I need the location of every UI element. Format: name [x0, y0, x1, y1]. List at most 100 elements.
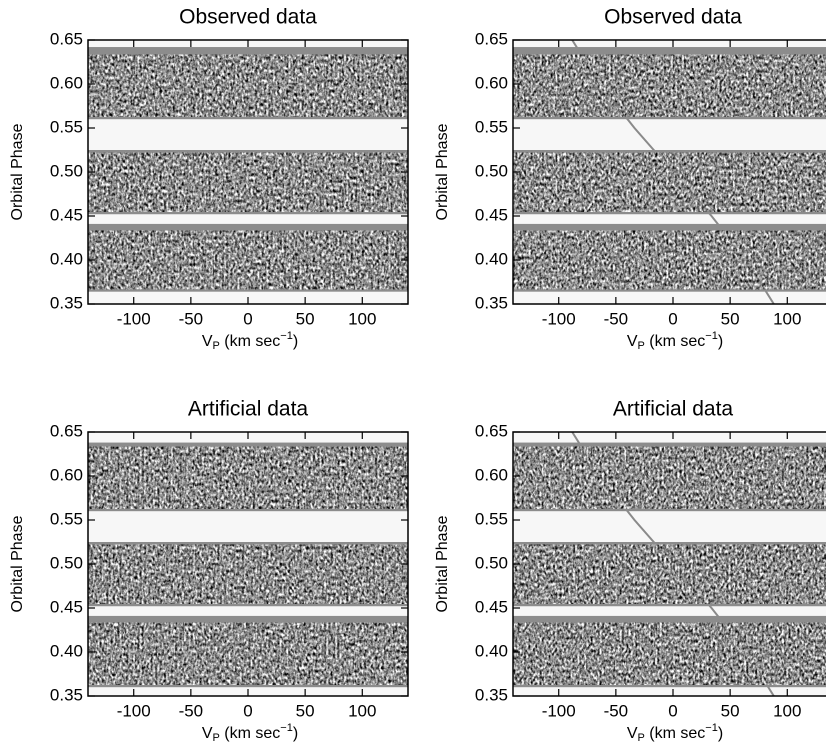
y-tick-label: 0.65	[50, 421, 83, 440]
x-axis-label-part: V	[202, 725, 213, 742]
x-tick-label: -100	[117, 701, 151, 720]
x-axis-label-part: )	[293, 333, 298, 350]
spectrum-noise	[88, 622, 408, 685]
panel-title: Observed data	[179, 6, 317, 29]
x-tick-label: 0	[668, 309, 677, 328]
spectrum-noise	[513, 230, 826, 290]
panel: -100 -50 0 50 100 0.35 0.40 0.45 0.50 0.55 0.60 0.6…	[434, 6, 826, 352]
x-axis-label-part: V	[202, 333, 213, 350]
y-tick-label: 0.65	[475, 421, 508, 440]
x-tick-label: 50	[296, 309, 315, 328]
spectrum-noise	[513, 152, 826, 212]
x-axis-label-part: V	[627, 333, 638, 350]
spectrum-noise	[513, 446, 826, 509]
x-tick-label: -100	[542, 701, 576, 720]
y-tick-label: 0.50	[50, 161, 83, 180]
panel-title: Artificial data	[188, 398, 309, 421]
spectrum-noise	[88, 230, 408, 290]
x-tick-label: -100	[542, 309, 576, 328]
y-tick-label: 0.40	[50, 641, 83, 660]
x-axis-label-part: P	[638, 732, 645, 744]
x-axis-label-part: )	[718, 333, 723, 350]
panel: -100 -50 0 50 100 0.35 0.40 0.45 0.50 0.55 0.60 0.6…	[9, 398, 409, 744]
y-tick-label: 0.45	[50, 205, 83, 224]
y-axis-label: Orbital Phase	[9, 123, 26, 220]
y-tick-label: 0.55	[475, 117, 508, 136]
x-axis-label-part: P	[213, 340, 220, 352]
panel: -100 -50 0 50 100 0.35 0.40 0.45 0.50 0.55 0.60 0.6…	[434, 398, 826, 744]
x-axis-label-part: (km sec	[220, 333, 280, 350]
y-tick-label: 0.65	[50, 29, 83, 48]
y-tick-label: 0.60	[475, 465, 508, 484]
y-tick-label: 0.35	[475, 685, 508, 704]
y-tick-label: 0.35	[50, 685, 83, 704]
spectrum-noise	[513, 622, 826, 685]
x-tick-label: 100	[348, 701, 376, 720]
y-tick-label: 0.60	[50, 465, 83, 484]
x-axis-label-part: (km sec	[220, 725, 280, 742]
y-tick-label: 0.55	[50, 509, 83, 528]
spectrum-noise	[88, 446, 408, 509]
x-axis-label: VP (km sec−1)	[202, 722, 298, 744]
spectrum-noise	[88, 544, 408, 604]
x-tick-label: 0	[243, 701, 252, 720]
y-tick-label: 0.65	[475, 29, 508, 48]
x-tick-label: 100	[348, 309, 376, 328]
y-tick-label: 0.35	[50, 293, 83, 312]
x-axis-label-part: )	[718, 725, 723, 742]
panel-title: Artificial data	[613, 398, 734, 421]
x-axis-label-part: −1	[280, 722, 293, 734]
x-axis-label: VP (km sec−1)	[202, 330, 298, 352]
y-tick-label: 0.60	[50, 73, 83, 92]
y-tick-label: 0.40	[475, 249, 508, 268]
plot-area	[88, 40, 408, 304]
y-tick-label: 0.45	[475, 205, 508, 224]
x-axis-label-part: V	[627, 725, 638, 742]
x-tick-label: -50	[179, 701, 204, 720]
x-tick-label: -100	[117, 309, 151, 328]
x-tick-label: 100	[773, 309, 801, 328]
panel-title: Observed data	[604, 6, 742, 29]
x-axis-label-part: P	[213, 732, 220, 744]
spectrum-noise	[88, 152, 408, 212]
x-tick-label: -50	[604, 309, 629, 328]
x-tick-label: 50	[721, 701, 740, 720]
x-axis-label-part: (km sec	[645, 333, 705, 350]
y-tick-label: 0.40	[475, 641, 508, 660]
x-axis-label-part: (km sec	[645, 725, 705, 742]
y-tick-label: 0.45	[50, 597, 83, 616]
y-tick-label: 0.35	[475, 293, 508, 312]
y-tick-label: 0.55	[50, 117, 83, 136]
y-axis-label: Orbital Phase	[434, 123, 451, 220]
y-axis-label: Orbital Phase	[434, 515, 451, 612]
x-tick-label: 100	[773, 701, 801, 720]
spectrum-noise	[88, 54, 408, 117]
x-axis-label: VP (km sec−1)	[627, 330, 723, 352]
x-tick-label: 0	[243, 309, 252, 328]
y-tick-label: 0.45	[475, 597, 508, 616]
plot-area	[88, 432, 408, 696]
plot-area	[513, 40, 826, 304]
y-tick-label: 0.50	[50, 553, 83, 572]
y-tick-label: 0.60	[475, 73, 508, 92]
y-tick-label: 0.50	[475, 161, 508, 180]
y-tick-label: 0.40	[50, 249, 83, 268]
plot-area	[513, 432, 826, 696]
x-axis-label-part: )	[293, 725, 298, 742]
x-tick-label: 50	[296, 701, 315, 720]
x-axis-label-part: −1	[705, 722, 718, 734]
x-axis-label-part: −1	[280, 330, 293, 342]
x-axis-label-part: −1	[705, 330, 718, 342]
x-tick-label: 50	[721, 309, 740, 328]
x-tick-label: -50	[604, 701, 629, 720]
x-tick-label: 0	[668, 701, 677, 720]
x-axis-label: VP (km sec−1)	[627, 722, 723, 744]
spectrum-noise	[513, 544, 826, 604]
y-axis-label: Orbital Phase	[9, 515, 26, 612]
x-tick-label: -50	[179, 309, 204, 328]
y-tick-label: 0.50	[475, 553, 508, 572]
spectrum-noise	[513, 54, 826, 117]
y-tick-label: 0.55	[475, 509, 508, 528]
